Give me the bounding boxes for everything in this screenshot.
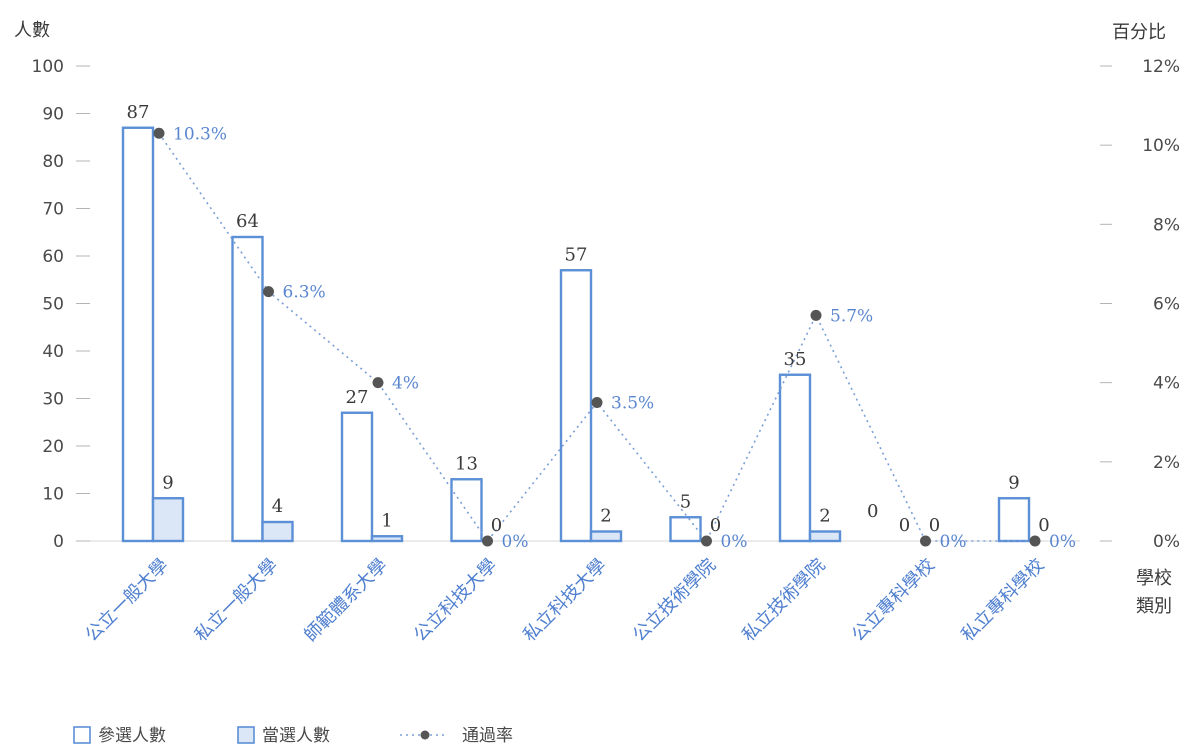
bar-entrants bbox=[997, 497, 1031, 543]
pass-rate-line bbox=[153, 127, 1041, 547]
pass-rate-label: 5.7% bbox=[830, 306, 873, 326]
bar-entrants bbox=[231, 235, 264, 543]
y2-tick-label: 2% bbox=[1153, 453, 1180, 473]
y-tick-label: 60 bbox=[42, 247, 64, 267]
legend-swatch-winners bbox=[237, 726, 255, 744]
data-label-entrants: 87 bbox=[127, 102, 150, 123]
data-label-entrants: 9 bbox=[1008, 472, 1019, 493]
bar-entrants bbox=[778, 373, 812, 543]
y-tick-label: 90 bbox=[42, 105, 64, 125]
left-axis-title: 人數 bbox=[14, 20, 50, 41]
category-label: 私立專科學校 bbox=[957, 555, 1048, 646]
data-label-winners: 0 bbox=[1038, 515, 1049, 536]
data-label-winners: 2 bbox=[819, 506, 830, 527]
pass-rate-point bbox=[153, 127, 165, 139]
bar-winners bbox=[808, 530, 842, 543]
y-tick-label: 50 bbox=[42, 295, 64, 315]
data-label-entrants: 64 bbox=[236, 211, 259, 232]
data-label-entrants: 13 bbox=[455, 453, 478, 474]
data-label-winners: 2 bbox=[600, 506, 611, 527]
y-tick-label: 10 bbox=[42, 485, 64, 505]
pass-rate-label: 3.5% bbox=[611, 393, 654, 413]
data-label-winners: 1 bbox=[381, 510, 392, 531]
category-label: 公立一般大學 bbox=[81, 555, 172, 646]
pass-rate-label: 10.3% bbox=[173, 124, 227, 144]
pass-rate-label: 0% bbox=[721, 532, 748, 552]
data-label-winners: 9 bbox=[162, 472, 173, 493]
data-label-winners: 4 bbox=[272, 496, 283, 517]
legend-label-entrants: 參選人數 bbox=[98, 726, 166, 746]
data-label-entrants: 0 bbox=[899, 515, 910, 536]
category-label: 公立專科學校 bbox=[848, 555, 939, 646]
y-tick-label: 0 bbox=[53, 532, 64, 552]
bar-winners bbox=[151, 497, 185, 543]
y-tick-label: 40 bbox=[42, 342, 64, 362]
pass-rate-point bbox=[482, 535, 493, 547]
y2-tick-label: 6% bbox=[1153, 295, 1180, 315]
pass-rate-point bbox=[372, 377, 384, 389]
pass-rate-point bbox=[810, 309, 822, 321]
y2-tick-label: 4% bbox=[1153, 374, 1180, 394]
x-axis-title-line2: 類別 bbox=[1136, 596, 1172, 617]
pass-rate-point bbox=[920, 535, 931, 547]
data-label-entrants: 57 bbox=[565, 244, 588, 265]
data-label-entrants: 5 bbox=[680, 491, 691, 512]
y-tick-label: 70 bbox=[42, 200, 64, 220]
right-axis-title: 百分比 bbox=[1112, 22, 1166, 43]
category-labels: 公立一般大學 私立一般大學 師範體系大學 公立科技大學 私立科技大學 公立技術學院 私立技術… bbox=[81, 555, 1048, 646]
data-label-extra: 0 bbox=[867, 501, 878, 522]
bar-entrants bbox=[669, 516, 702, 543]
pass-rate-polyline bbox=[158, 132, 1035, 543]
pass-rate-label: 0% bbox=[502, 532, 529, 552]
pass-rate-label: 0% bbox=[940, 532, 967, 552]
y2-tick-label: 0% bbox=[1153, 532, 1180, 552]
legend-label-pass-rate: 通過率 bbox=[462, 726, 513, 746]
legend: 參選人數 當選人數 通過率 bbox=[73, 726, 513, 746]
data-label-entrants: 35 bbox=[784, 349, 807, 370]
legend-marker-pass-rate bbox=[420, 730, 430, 740]
category-label: 師範體系大學 bbox=[300, 555, 391, 646]
category-label: 私立科技大學 bbox=[519, 555, 610, 646]
bars bbox=[121, 126, 1031, 543]
category-label: 公立科技大學 bbox=[410, 555, 501, 646]
bar-winners bbox=[589, 530, 623, 543]
bar-winners bbox=[261, 520, 294, 543]
pass-rate-label: 4% bbox=[392, 374, 419, 394]
bar-entrants bbox=[450, 478, 483, 543]
legend-swatch-entrants bbox=[73, 726, 91, 744]
y2-tick-label: 10% bbox=[1142, 136, 1180, 156]
pass-rate-point bbox=[1029, 535, 1041, 547]
bar-entrants bbox=[121, 126, 155, 543]
y-tick-label: 30 bbox=[42, 390, 64, 410]
y-tick-label: 100 bbox=[32, 57, 64, 77]
pass-rate-point bbox=[263, 286, 274, 298]
category-label: 私立技術學院 bbox=[738, 555, 829, 646]
data-label-winners: 0 bbox=[929, 515, 940, 536]
pass-rate-point bbox=[701, 535, 712, 547]
pass-rate-label: 0% bbox=[1049, 532, 1076, 552]
x-axis-title-line1: 學校 bbox=[1136, 568, 1172, 589]
y2-tick-label: 8% bbox=[1153, 215, 1180, 235]
y-tick-label: 20 bbox=[42, 437, 64, 457]
category-label: 公立技術學院 bbox=[629, 555, 720, 646]
bar-entrants bbox=[340, 411, 374, 543]
data-label-winners: 0 bbox=[710, 515, 721, 536]
pass-rate-point bbox=[591, 396, 603, 408]
bar-winners bbox=[370, 535, 404, 543]
category-label: 私立一般大學 bbox=[191, 555, 282, 646]
y2-tick-label: 12% bbox=[1142, 57, 1180, 77]
pass-rate-label: 6.3% bbox=[283, 283, 326, 303]
data-label-winners: 0 bbox=[491, 515, 502, 536]
legend-label-winners: 當選人數 bbox=[262, 726, 330, 746]
bar-entrants bbox=[559, 269, 593, 543]
data-label-entrants: 27 bbox=[346, 387, 369, 408]
y-tick-label: 80 bbox=[42, 152, 64, 172]
